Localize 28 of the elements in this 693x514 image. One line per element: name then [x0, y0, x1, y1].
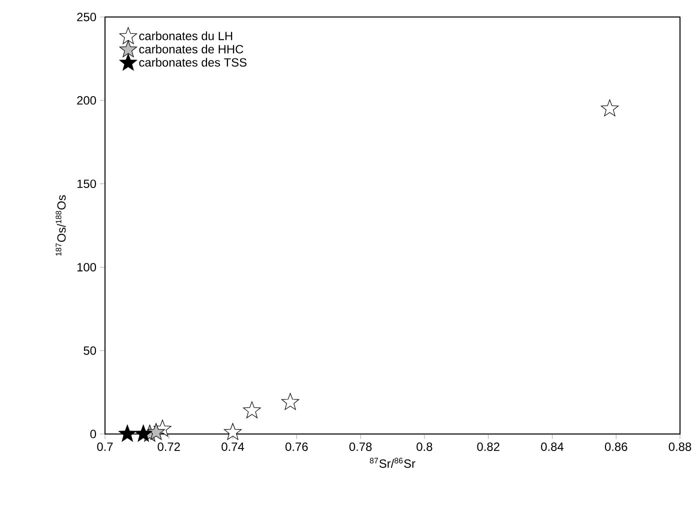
- point: [134, 424, 152, 442]
- legend-label: carbonates des TSS: [139, 58, 246, 67]
- point: [147, 423, 165, 440]
- x-tick-label: 0.86: [604, 442, 628, 451]
- point: [118, 424, 136, 442]
- y-tick-label: 200: [77, 96, 96, 105]
- y-tick-label: 50: [84, 346, 96, 355]
- x-tick-label: 0.74: [222, 442, 244, 451]
- x-tick-label: 0.84: [541, 442, 564, 451]
- point: [600, 99, 619, 116]
- y-tick-label: 0: [90, 430, 96, 438]
- point: [224, 423, 242, 440]
- y-tick-label: 250: [77, 12, 96, 22]
- x-tick-label: 0.78: [349, 442, 372, 451]
- legend-label: carbonates de HHC: [139, 44, 244, 54]
- x-tick-label: 0.7: [97, 442, 113, 451]
- x-tick-label: 0.8: [416, 442, 432, 451]
- x-axis-title: $^{87}$Sr/$^{86}$Sr: [370, 458, 416, 468]
- x-tick-label: 0.82: [477, 442, 500, 451]
- x-tick-label: 0.88: [668, 442, 692, 451]
- point: [243, 401, 261, 418]
- y-tick-label: 150: [77, 180, 96, 188]
- x-tick-label: 0.76: [286, 442, 308, 451]
- x-tick-label: 0.72: [158, 442, 180, 451]
- y-tick-label: 100: [77, 262, 96, 272]
- legend-label: carbonates du LH: [139, 31, 232, 40]
- point: [281, 393, 300, 410]
- y-axis-title: $^{187}$Os/$^{188}$Os: [56, 195, 66, 256]
